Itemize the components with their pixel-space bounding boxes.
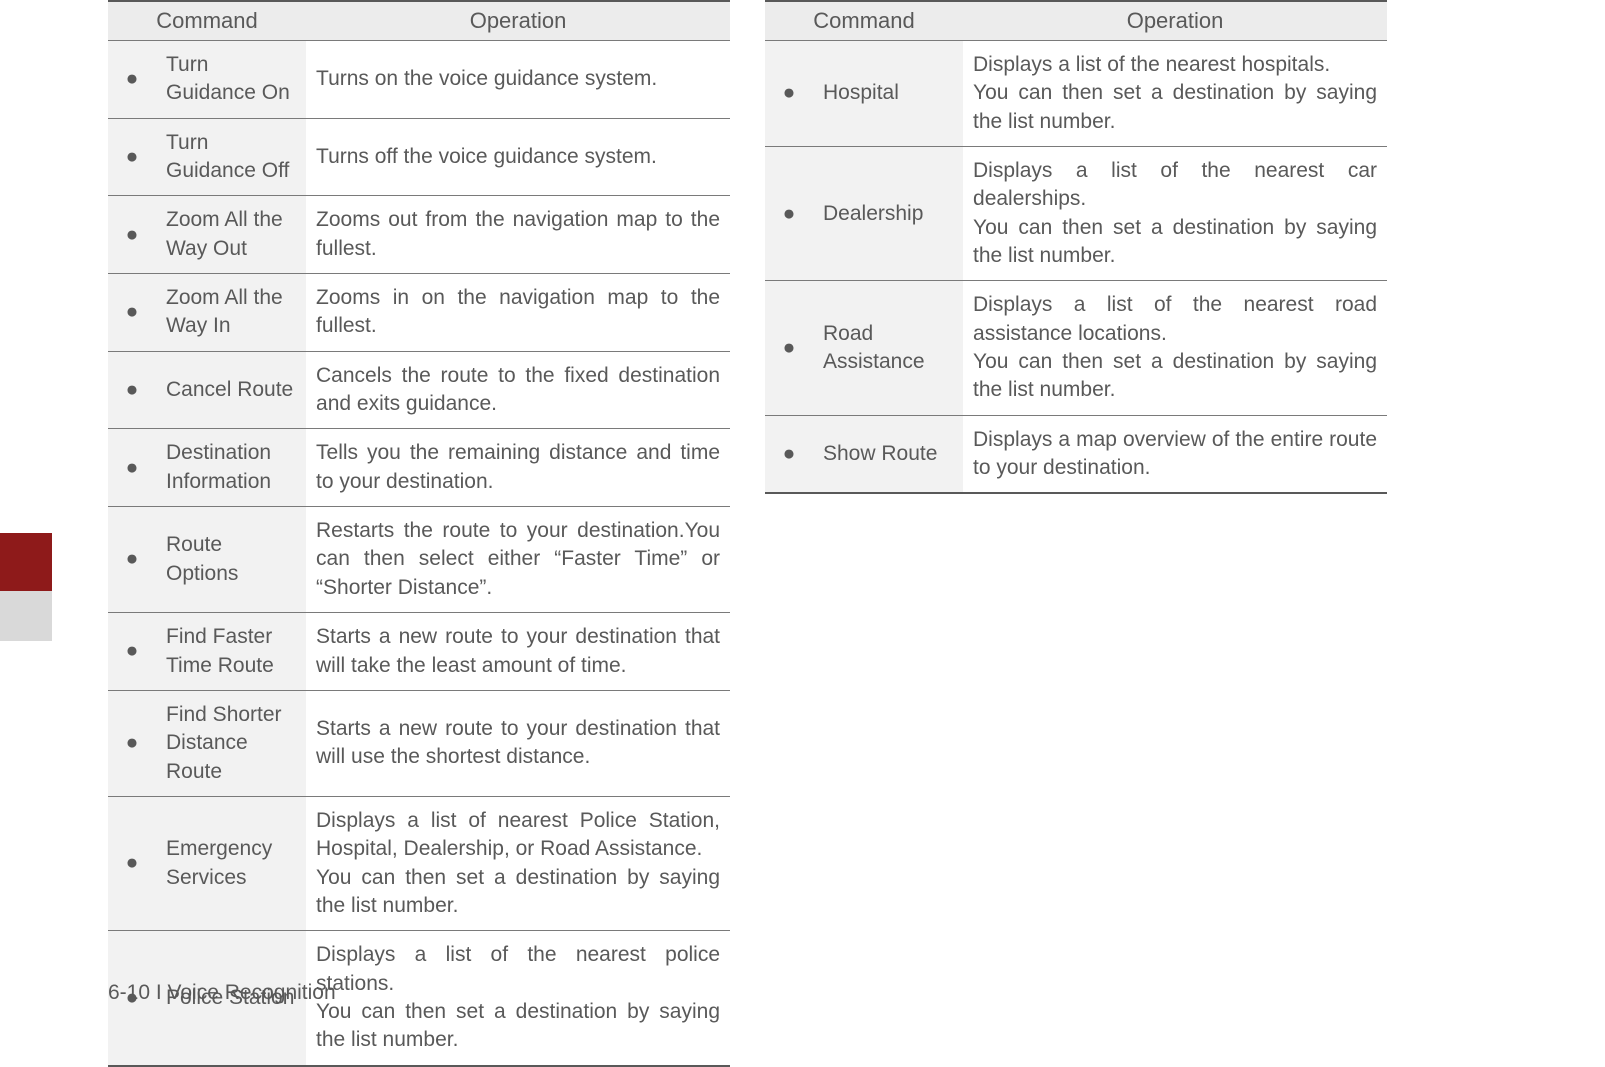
command-cell: Turn Guidance Off [156,118,306,196]
command-cell: Zoom All the Way Out [156,196,306,274]
command-cell: Emergency Services [156,796,306,930]
table-row: ●HospitalDisplays a list of the nearest … [765,41,1387,147]
bullet-icon: ● [765,147,813,281]
operation-cell: Displays a list of the nearest car deale… [963,147,1387,281]
table-row: ●Emergency ServicesDisplays a list of ne… [108,796,730,930]
operation-cell: Restarts the route to your destination.Y… [306,507,730,613]
table-row: ●Destination InformationTells you the re… [108,429,730,507]
table-row: ●Zoom All the Way InZooms in on the navi… [108,274,730,352]
right-column: Command Operation ●HospitalDisplays a li… [765,0,1387,1067]
command-cell: Show Route [813,415,963,493]
operation-cell: Starts a new route to your destination t… [306,613,730,691]
bullet-icon: ● [108,796,156,930]
command-cell: Find Shorter Distance Route [156,690,306,796]
command-cell: Destination Information [156,429,306,507]
command-cell: Find Faster Time Route [156,613,306,691]
table-row: ●Route OptionsRestarts the route to your… [108,507,730,613]
command-cell: Turn Guidance On [156,41,306,119]
table-row: ●Turn Guidance OnTurns on the voice guid… [108,41,730,119]
bullet-icon: ● [108,196,156,274]
header-command: Command [765,1,963,41]
table-header-row: Command Operation [108,1,730,41]
bullet-icon: ● [108,690,156,796]
table-row: ●Zoom All the Way OutZooms out from the … [108,196,730,274]
table-row: ●Find Shorter Distance RouteStarts a new… [108,690,730,796]
table-row: ●Road AssistanceDisplays a list of the n… [765,281,1387,415]
right-table-body: ●HospitalDisplays a list of the nearest … [765,41,1387,494]
table-row: ●Turn Guidance OffTurns off the voice gu… [108,118,730,196]
command-cell: Dealership [813,147,963,281]
table-header-row: Command Operation [765,1,1387,41]
command-cell: Cancel Route [156,351,306,429]
right-table: Command Operation ●HospitalDisplays a li… [765,0,1387,494]
side-tab-grey [0,591,52,641]
operation-cell: Turns off the voice guidance system. [306,118,730,196]
table-row: ●Show RouteDisplays a map overview of th… [765,415,1387,493]
operation-cell: Displays a map overview of the entire ro… [963,415,1387,493]
operation-cell: Zooms in on the navigation map to the fu… [306,274,730,352]
command-cell: Hospital [813,41,963,147]
command-cell: Road Assistance [813,281,963,415]
header-command: Command [108,1,306,41]
bullet-icon: ● [108,429,156,507]
header-operation: Operation [963,1,1387,41]
operation-cell: Displays a list of nearest Police Statio… [306,796,730,930]
page-footer: 6-10 I Voice Recognition [108,981,336,1005]
table-row: ●Cancel RouteCancels the route to the fi… [108,351,730,429]
side-tab-red [0,533,52,591]
table-row: ●DealershipDisplays a list of the neares… [765,147,1387,281]
operation-cell: Cancels the route to the fixed destinati… [306,351,730,429]
operation-cell: Displays a list of the nearest police st… [306,931,730,1066]
left-table-body: ●Turn Guidance OnTurns on the voice guid… [108,41,730,1066]
bullet-icon: ● [108,613,156,691]
operation-cell: Zooms out from the navigation map to the… [306,196,730,274]
side-tab [0,533,52,641]
operation-cell: Displays a list of the nearest road assi… [963,281,1387,415]
left-table: Command Operation ●Turn Guidance OnTurns… [108,0,730,1067]
bullet-icon: ● [765,41,813,147]
operation-cell: Starts a new route to your destination t… [306,690,730,796]
bullet-icon: ● [108,507,156,613]
command-cell: Route Options [156,507,306,613]
left-column: Command Operation ●Turn Guidance OnTurns… [108,0,730,1067]
operation-cell: Tells you the remaining distance and tim… [306,429,730,507]
command-cell: Zoom All the Way In [156,274,306,352]
table-row: ●Find Faster Time RouteStarts a new rout… [108,613,730,691]
bullet-icon: ● [108,274,156,352]
bullet-icon: ● [765,415,813,493]
page: Command Operation ●Turn Guidance OnTurns… [0,0,1605,1031]
bullet-icon: ● [765,281,813,415]
content-columns: Command Operation ●Turn Guidance OnTurns… [108,0,1387,1067]
bullet-icon: ● [108,118,156,196]
bullet-icon: ● [108,41,156,119]
operation-cell: Displays a list of the nearest hospitals… [963,41,1387,147]
operation-cell: Turns on the voice guidance system. [306,41,730,119]
header-operation: Operation [306,1,730,41]
bullet-icon: ● [108,351,156,429]
